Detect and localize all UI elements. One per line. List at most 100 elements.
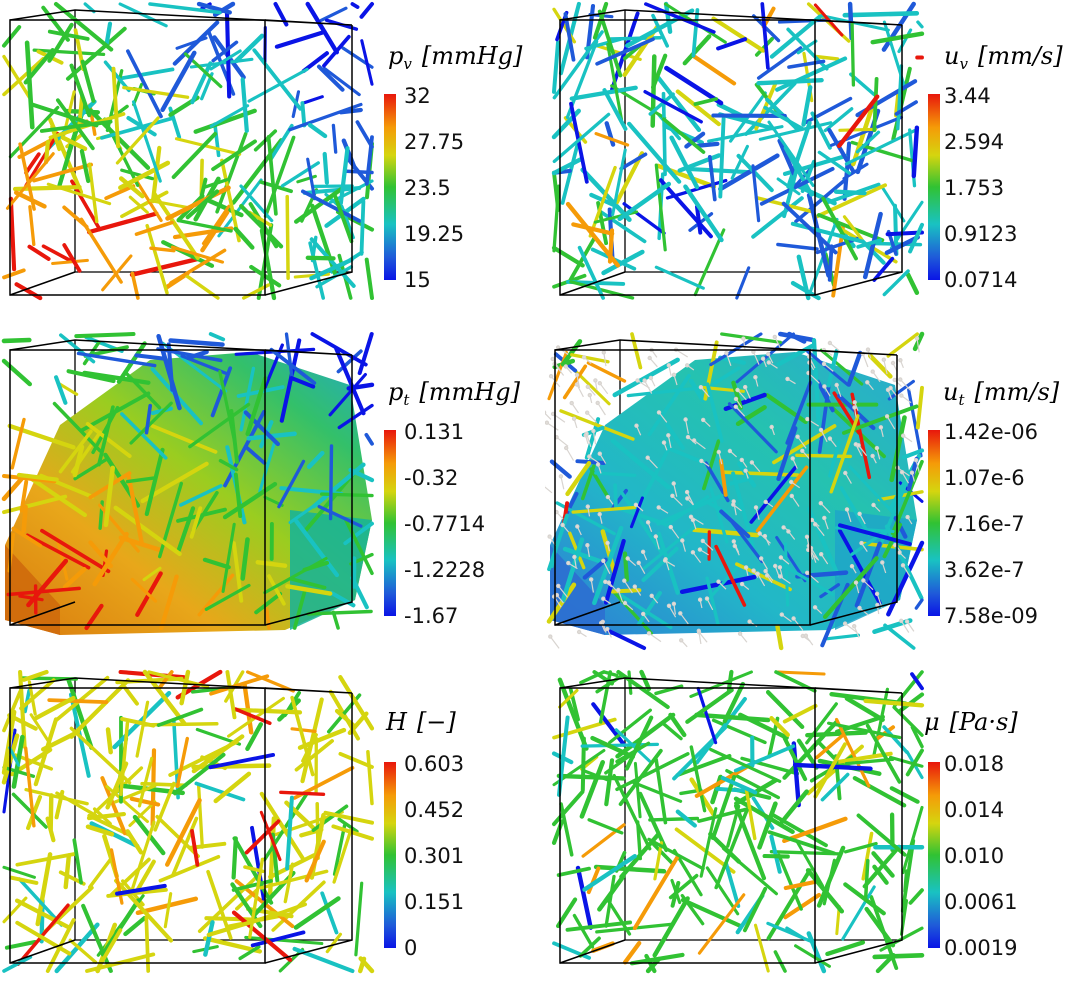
vessel-segment xyxy=(787,331,807,344)
vessel-segment xyxy=(263,556,328,595)
vessel-segment xyxy=(783,879,818,891)
vessel-segment xyxy=(559,802,574,857)
arrow-head xyxy=(548,634,553,639)
velocity-arrow xyxy=(690,516,704,525)
arrow-head xyxy=(766,360,771,365)
arrow-head xyxy=(758,556,764,561)
vessel-segment xyxy=(62,243,82,273)
vessel-segment xyxy=(614,728,652,763)
vessel-segment xyxy=(569,85,638,101)
vessel-segment xyxy=(74,332,136,339)
vessel-segment xyxy=(128,195,149,214)
vessel-segment xyxy=(551,245,585,268)
vessel-segment xyxy=(856,813,907,857)
vessel-segment xyxy=(836,94,880,149)
vessel-segment xyxy=(901,448,925,460)
vessel-segment xyxy=(871,851,895,878)
vessel-segment xyxy=(288,496,327,525)
vessel-segment xyxy=(565,920,633,932)
vessel-segment xyxy=(639,669,652,692)
arrow-head xyxy=(716,579,721,584)
vessel-segment xyxy=(780,563,835,597)
colorbar-tick: 1.753 xyxy=(944,176,1005,200)
arrow-head xyxy=(678,638,684,643)
colorbar-ut xyxy=(928,430,940,616)
vessel-segment xyxy=(714,544,747,607)
vessel-segment xyxy=(255,560,288,568)
vessel-segment xyxy=(263,135,296,218)
arrow-head xyxy=(601,350,607,355)
vessel-segment xyxy=(158,855,221,883)
vessel-segment xyxy=(888,755,924,768)
vessel-segment xyxy=(82,370,151,385)
vessel-segment xyxy=(33,695,76,721)
vessel-segment xyxy=(156,347,223,363)
vessel-segment xyxy=(2,474,57,484)
vessel-segment xyxy=(172,20,220,66)
arrow-head xyxy=(670,493,675,498)
arrow-head xyxy=(597,381,603,386)
velocity-arrow xyxy=(670,526,680,539)
arrow-head xyxy=(649,593,654,598)
vessel-segment xyxy=(685,166,750,175)
vessel-segment xyxy=(656,75,702,133)
arrow-head xyxy=(803,633,809,638)
vessel-segment xyxy=(721,846,778,896)
vessel-segment xyxy=(775,624,784,651)
vessel-segment xyxy=(733,796,795,835)
vessel-segment xyxy=(246,670,295,693)
arrow-head xyxy=(757,531,762,536)
colorbar-tick: 7.58e-09 xyxy=(944,604,1038,628)
arrow-head xyxy=(731,499,736,504)
arrow-head xyxy=(699,458,704,464)
vessel-segment xyxy=(841,885,876,941)
vessel-segment xyxy=(202,557,231,570)
vessel-segment xyxy=(244,445,267,465)
vessel-segment xyxy=(123,686,139,706)
arrow-head xyxy=(603,579,608,584)
vessel-segment xyxy=(595,37,655,66)
vessel-segment xyxy=(210,366,233,418)
vessel-segment xyxy=(309,257,354,281)
velocity-arrow xyxy=(597,402,606,416)
vessel-segment xyxy=(294,187,343,224)
vessel-segment xyxy=(52,401,102,453)
colorbar-tick: 1.07e-6 xyxy=(944,466,1025,490)
arrow-head xyxy=(753,505,759,510)
vessel-segment xyxy=(221,522,236,593)
vessel-segment xyxy=(360,39,374,86)
vessel-segment xyxy=(833,189,867,196)
vessel-segment xyxy=(682,34,712,66)
vessel-segment xyxy=(337,817,359,834)
arrow-head xyxy=(871,502,876,508)
arrow-head xyxy=(690,550,696,555)
vessel-segment xyxy=(301,51,329,73)
vessel-segment xyxy=(663,1,673,34)
vessel-segment xyxy=(889,415,907,483)
arrow-head xyxy=(739,457,744,463)
velocity-arrow xyxy=(820,429,828,443)
vessel-segment xyxy=(213,122,221,158)
vessel-segment xyxy=(908,222,924,254)
vessel-segment xyxy=(694,765,748,798)
vessel-segment xyxy=(647,373,691,437)
vessel-network xyxy=(1,332,375,631)
vessel-segment xyxy=(239,184,274,223)
velocity-arrow xyxy=(545,486,553,494)
vessel-segment xyxy=(641,520,703,571)
colorbar-tick: 27.75 xyxy=(404,130,465,154)
vessel-segment xyxy=(579,760,606,819)
colorbar-tick: 2.594 xyxy=(944,130,1005,154)
vessel-segment xyxy=(87,162,99,224)
vessel-segment xyxy=(62,567,87,590)
cube-front-edges xyxy=(559,677,903,964)
cube-front-edges xyxy=(9,677,353,964)
vessel-segment xyxy=(66,369,116,384)
arrow-head xyxy=(633,502,639,507)
arrow-head xyxy=(834,382,839,388)
vessel-segment xyxy=(129,256,200,277)
vessel-segment xyxy=(125,829,144,855)
colorbar-tick: 23.5 xyxy=(404,176,451,200)
arrow-head xyxy=(585,410,590,415)
vessel-segment xyxy=(597,874,626,912)
